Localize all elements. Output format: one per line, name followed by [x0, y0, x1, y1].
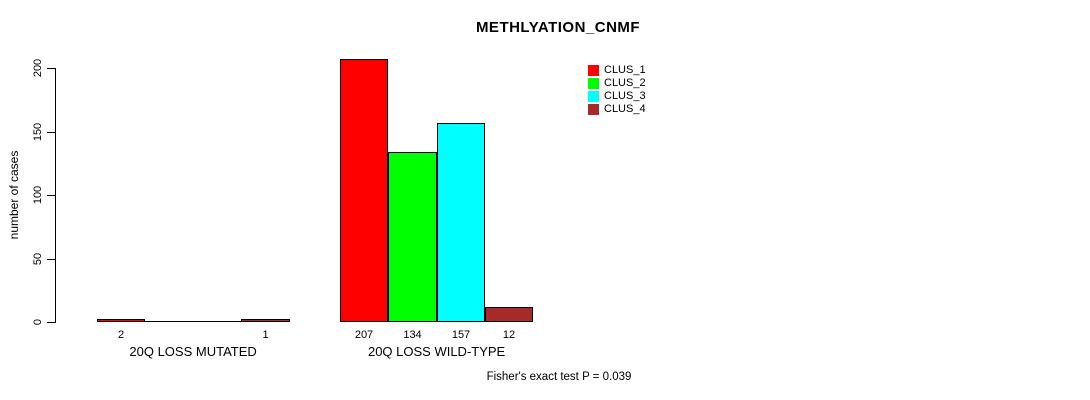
y-axis-tick	[47, 195, 55, 196]
legend-label-clus-3: CLUS_3	[604, 90, 646, 102]
bar-value-label: 207	[354, 329, 374, 341]
bar-value-label: 1	[262, 329, 269, 341]
y-axis-tick	[47, 258, 55, 260]
legend-item-clus-4: CLUS_4	[588, 103, 678, 116]
group-label-1: 20Q LOSS MUTATED	[129, 344, 257, 359]
legend-item-clus-1: CLUS_1	[588, 64, 678, 77]
bar-clus-4-group2	[485, 307, 533, 322]
legend-label-clus-2: CLUS_2	[604, 77, 646, 89]
bar-value-label: 2	[117, 329, 125, 341]
legend-item-clus-2: CLUS_2	[588, 77, 678, 90]
y-axis-tick	[47, 322, 55, 323]
bar-clus-3-group1	[193, 321, 241, 322]
bar-value-label: 134	[403, 329, 422, 341]
legend-label-clus-4: CLUS_4	[604, 103, 646, 115]
bar-clus-2-group1	[145, 321, 193, 322]
chart-title: METHLYATION_CNMF	[475, 19, 641, 36]
bar-clus-3-group2	[437, 123, 485, 322]
bar-value-label: 12	[502, 329, 516, 341]
legend-swatch-clus-2	[588, 78, 599, 89]
legend-swatch-clus-1	[588, 65, 599, 76]
group-label-2: 20Q LOSS WILD-TYPE	[367, 344, 506, 359]
fisher-test-annotation: Fisher's exact test P = 0.039	[486, 371, 632, 383]
legend-label-clus-1: CLUS_1	[604, 64, 646, 76]
legend-swatch-clus-4	[588, 104, 599, 115]
bar-clus-1-group2	[340, 59, 388, 322]
y-axis-tick	[47, 131, 55, 133]
bar-clus-1-group1	[97, 319, 145, 322]
bar-clus-2-group2	[388, 152, 437, 322]
legend-item-clus-3: CLUS_3	[588, 90, 678, 103]
bar-clus-4-group1	[241, 319, 290, 322]
y-axis-tick	[47, 68, 55, 69]
legend-swatch-clus-3	[588, 91, 599, 102]
bar-value-label: 157	[451, 329, 471, 341]
y-axis-line	[55, 68, 56, 323]
